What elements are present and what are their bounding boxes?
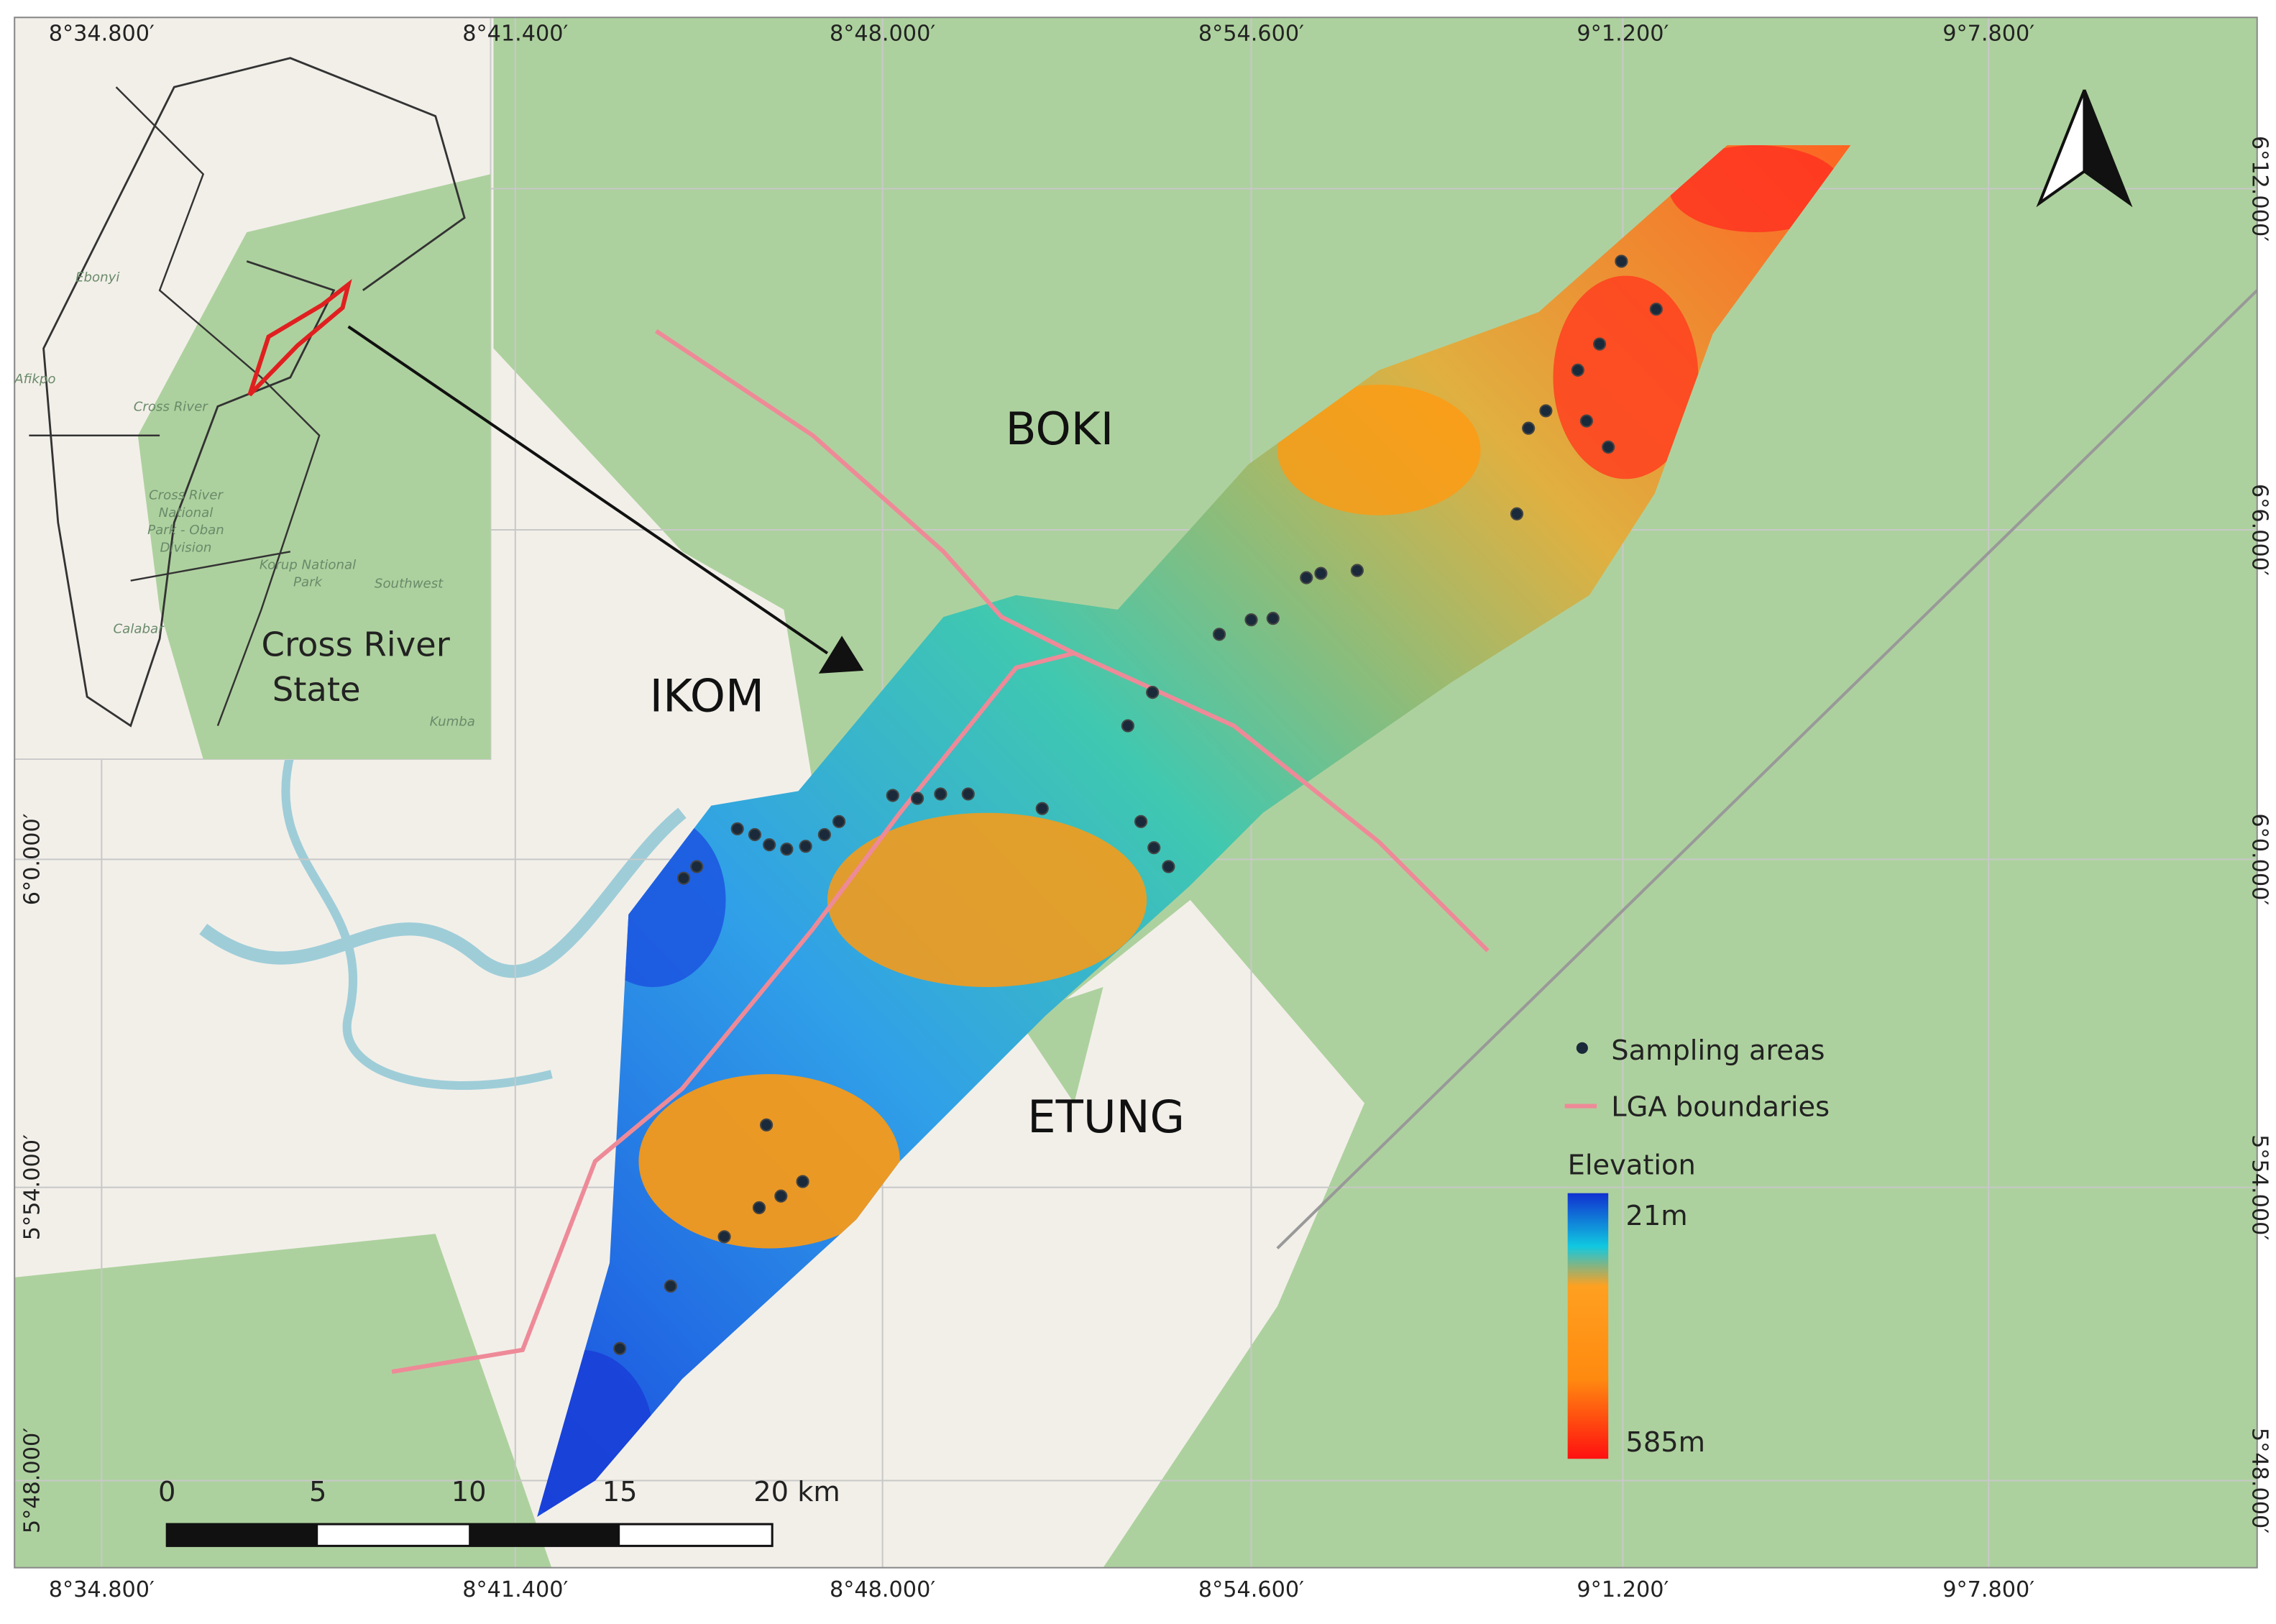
longitude-label-bottom: 8°41.400′ [462, 1577, 568, 1602]
latitude-label-left: 6°0.000′ [20, 813, 45, 905]
latitude-label-right: 6°6.000′ [2247, 484, 2272, 576]
latitude-label-left: 5°48.000′ [20, 1428, 45, 1533]
inset-park: Park - Oban [147, 523, 224, 538]
latitude-label-right: 6°12.000′ [2247, 136, 2272, 242]
elevation-colorbar [1567, 1193, 1609, 1459]
inset-arrow [347, 325, 864, 674]
longitude-label-bottom: 8°48.000′ [830, 1577, 935, 1602]
scale-label: 10 [451, 1476, 487, 1508]
scale-label: 5 [309, 1476, 326, 1508]
longitude-label-top: 9°7.800′ [1942, 22, 2034, 47]
scale-bar [165, 1523, 774, 1547]
longitude-label-bottom: 9°7.800′ [1942, 1577, 2034, 1602]
inset-place: Calabar [113, 621, 165, 636]
sampling-points [613, 254, 1663, 1355]
longitude-label-top: 8°54.600′ [1198, 22, 1304, 47]
scale-label: 0 [158, 1476, 175, 1508]
map-frame [14, 17, 2258, 1569]
inset-place: Southwest [375, 577, 444, 592]
region-label: ETUNG [1027, 1091, 1185, 1143]
scale-label: 15 [602, 1476, 638, 1508]
inset-park: Korup National [260, 557, 356, 572]
inset-map [14, 17, 492, 761]
latitude-label-left: 5°54.000′ [20, 1134, 45, 1240]
longitude-label-top: 8°34.800′ [49, 22, 155, 47]
inset-park: Park [293, 575, 323, 590]
legend [1564, 1042, 1609, 1459]
inset-park: Cross River [149, 488, 224, 503]
legend-label: LGA boundaries [1611, 1091, 1830, 1124]
latitude-label-right: 5°54.000′ [2247, 1134, 2272, 1240]
colorbar-label: 585m [1625, 1426, 1705, 1459]
longitude-label-bottom: 9°1.200′ [1577, 1577, 1669, 1602]
basemap [14, 17, 2257, 1568]
inset-title: Cross River [262, 625, 451, 664]
inset-place: Kumba [430, 715, 475, 730]
longitude-label-top: 8°48.000′ [830, 22, 935, 47]
latitude-label-right: 6°0.000′ [2247, 813, 2272, 905]
longitude-label-top: 8°41.400′ [462, 22, 568, 47]
colorbar-label: 21m [1625, 1200, 1687, 1232]
inset-place: Ebonyi [75, 270, 119, 285]
scale-label: 20 km [753, 1476, 840, 1508]
inset-place: Cross River [134, 399, 209, 414]
legend-label: Sampling areas [1611, 1035, 1825, 1067]
inset-park: National [159, 505, 214, 520]
latitude-label-right: 5°48.000′ [2247, 1428, 2272, 1533]
inset-park: Division [160, 540, 211, 555]
lga-boundaries [391, 329, 1490, 1375]
longitude-label-bottom: 8°34.800′ [49, 1577, 155, 1602]
legend-dot [1576, 1042, 1588, 1054]
longitude-label-top: 9°1.200′ [1577, 22, 1669, 47]
region-label: IKOM [650, 669, 764, 722]
inset-place: Afikpo [14, 372, 55, 387]
legend-title: Elevation [1568, 1149, 1696, 1181]
inset-title: State [272, 670, 361, 709]
region-label: BOKI [1006, 403, 1114, 455]
north-arrow [2036, 89, 2133, 208]
longitude-label-bottom: 8°54.600′ [1198, 1577, 1304, 1602]
